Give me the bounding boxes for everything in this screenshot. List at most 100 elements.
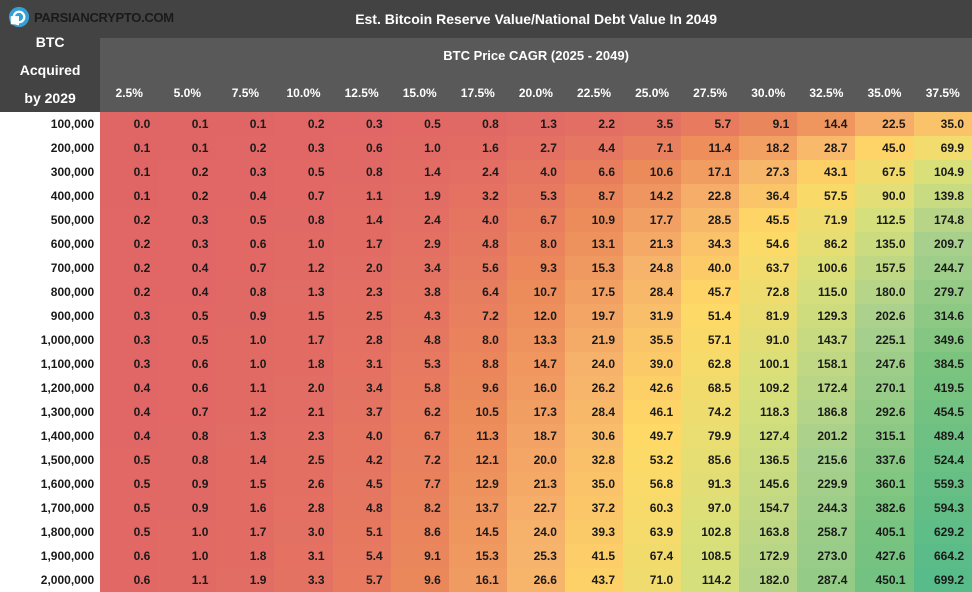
col-header: 25.0% — [623, 74, 681, 112]
heatmap-cell: 57.5 — [797, 184, 855, 208]
heatmap-cell: 384.5 — [914, 352, 972, 376]
heatmap-cell: 337.6 — [855, 448, 913, 472]
heatmap-cell: 0.2 — [100, 256, 158, 280]
heatmap-cell: 0.2 — [100, 280, 158, 304]
heatmap-cell: 7.7 — [391, 472, 449, 496]
heatmap-cell: 0.3 — [100, 304, 158, 328]
heatmap-cell: 0.2 — [100, 232, 158, 256]
brand-logo-text: PARSIANCRYPTO.COM — [34, 10, 174, 25]
table-row: 500,0000.20.30.50.81.42.44.06.710.917.72… — [0, 208, 972, 232]
heatmap-cell: 2.1 — [274, 400, 332, 424]
heatmap-cell: 54.6 — [739, 232, 797, 256]
heatmap-cell: 22.8 — [681, 184, 739, 208]
heatmap-cell: 41.5 — [565, 544, 623, 568]
heatmap-cell: 4.0 — [333, 424, 391, 448]
heatmap-cell: 664.2 — [914, 544, 972, 568]
heatmap-cell: 34.3 — [681, 232, 739, 256]
table-row: 1,900,0000.61.01.83.15.49.115.325.341.56… — [0, 544, 972, 568]
heatmap-cell: 0.2 — [274, 112, 332, 136]
heatmap-cell: 1.0 — [391, 136, 449, 160]
heatmap-cell: 1.2 — [216, 400, 274, 424]
heatmap-cell: 5.6 — [449, 256, 507, 280]
col-header: 12.5% — [333, 74, 391, 112]
heatmap-cell: 4.0 — [449, 208, 507, 232]
heatmap-cell: 13.3 — [507, 328, 565, 352]
heatmap-cell: 21.3 — [507, 472, 565, 496]
heatmap-cell: 0.4 — [216, 184, 274, 208]
heatmap-cell: 4.4 — [565, 136, 623, 160]
heatmap-cell: 0.4 — [100, 376, 158, 400]
heatmap-cell: 0.8 — [158, 448, 216, 472]
heatmap-cell: 629.2 — [914, 520, 972, 544]
heatmap-cell: 2.5 — [274, 448, 332, 472]
heatmap-cell: 35.5 — [623, 328, 681, 352]
heatmap-cell: 72.8 — [739, 280, 797, 304]
heatmap-cell: 1.0 — [216, 352, 274, 376]
heatmap-cell: 1.0 — [274, 232, 332, 256]
col-header: 22.5% — [565, 74, 623, 112]
heatmap-cell: 26.2 — [565, 376, 623, 400]
heatmap-cell: 85.6 — [681, 448, 739, 472]
heatmap-cell: 0.8 — [333, 160, 391, 184]
heatmap-cell: 22.7 — [507, 496, 565, 520]
row-label: 1,800,000 — [0, 520, 100, 544]
heatmap-cell: 7.1 — [623, 136, 681, 160]
heatmap-cell: 405.1 — [855, 520, 913, 544]
heatmap-cell: 1.8 — [216, 544, 274, 568]
heatmap-cell: 524.4 — [914, 448, 972, 472]
heatmap-cell: 53.2 — [623, 448, 681, 472]
heatmap-cell: 2.3 — [333, 280, 391, 304]
heatmap-cell: 14.2 — [623, 184, 681, 208]
heatmap-cell: 0.1 — [100, 184, 158, 208]
brand-logo-icon — [8, 6, 30, 28]
heatmap-cell: 2.7 — [507, 136, 565, 160]
heatmap-cell: 1.9 — [391, 184, 449, 208]
heatmap-cell: 10.9 — [565, 208, 623, 232]
row-label: 200,000 — [0, 136, 100, 160]
heatmap-cell: 0.9 — [216, 304, 274, 328]
heatmap-cell: 1.7 — [274, 328, 332, 352]
heatmap-cell: 3.5 — [623, 112, 681, 136]
heatmap-cell: 9.3 — [507, 256, 565, 280]
row-label: 1,200,000 — [0, 376, 100, 400]
heatmap-cell: 382.6 — [855, 496, 913, 520]
heatmap-cell: 270.1 — [855, 376, 913, 400]
heatmap-cell: 45.0 — [855, 136, 913, 160]
heatmap-cell: 15.3 — [449, 544, 507, 568]
heatmap-cell: 3.7 — [333, 400, 391, 424]
heatmap-cell: 17.3 — [507, 400, 565, 424]
heatmap-cell: 0.6 — [100, 544, 158, 568]
heatmap-cell: 0.3 — [158, 208, 216, 232]
brand-logo: PARSIANCRYPTO.COM — [8, 6, 174, 28]
row-label: 300,000 — [0, 160, 100, 184]
heatmap-cell: 4.5 — [333, 472, 391, 496]
heatmap-cell: 0.5 — [100, 520, 158, 544]
heatmap-cell: 594.3 — [914, 496, 972, 520]
heatmap-cell: 109.2 — [739, 376, 797, 400]
heatmap-cell: 419.5 — [914, 376, 972, 400]
heatmap-cell: 12.0 — [507, 304, 565, 328]
heatmap-cell: 12.1 — [449, 448, 507, 472]
heatmap-cell: 1.5 — [216, 472, 274, 496]
col-header: 17.5% — [449, 74, 507, 112]
row-label: 900,000 — [0, 304, 100, 328]
heatmap-cell: 559.3 — [914, 472, 972, 496]
heatmap-cell: 3.4 — [391, 256, 449, 280]
row-label: 100,000 — [0, 112, 100, 136]
heatmap-cell: 28.7 — [797, 136, 855, 160]
heatmap-cell: 49.7 — [623, 424, 681, 448]
heatmap-cell: 35.0 — [914, 112, 972, 136]
heatmap-cell: 0.7 — [216, 256, 274, 280]
heatmap-cell: 21.3 — [623, 232, 681, 256]
table-row: 1,200,0000.40.61.12.03.45.89.616.026.242… — [0, 376, 972, 400]
heatmap-cell: 0.9 — [158, 472, 216, 496]
row-label: 1,600,000 — [0, 472, 100, 496]
col-header: 15.0% — [391, 74, 449, 112]
heatmap-cell: 63.9 — [623, 520, 681, 544]
table-row: 600,0000.20.30.61.01.72.94.88.013.121.33… — [0, 232, 972, 256]
heatmap-cell: 209.7 — [914, 232, 972, 256]
heatmap-cell: 0.5 — [100, 496, 158, 520]
table-row: 2,000,0000.61.11.93.35.79.616.126.643.77… — [0, 568, 972, 592]
heatmap-cell: 104.9 — [914, 160, 972, 184]
heatmap-cell: 0.3 — [333, 112, 391, 136]
